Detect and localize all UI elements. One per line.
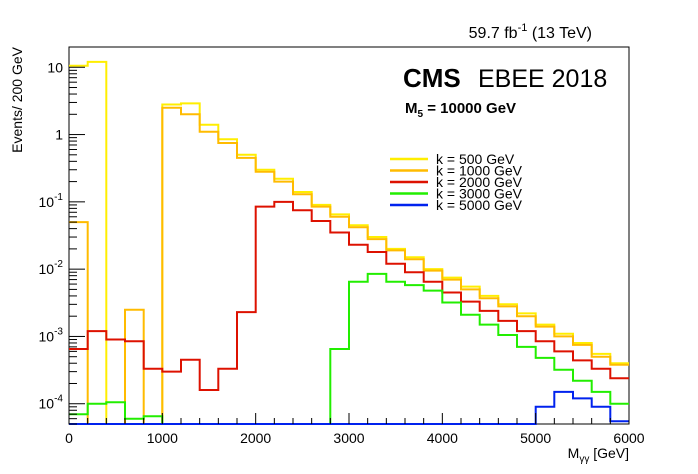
luminosity-label: 59.7 fb-1 (13 TeV): [469, 22, 592, 42]
y-tick-label: 10-1: [39, 192, 64, 210]
series-k-1000-gev: [69, 106, 629, 425]
series-k-5000-gev: [69, 390, 629, 425]
experiment-label: CMS: [403, 63, 461, 93]
y-tick-label: 10-2: [39, 259, 64, 277]
x-axis-title: Mγγ [GeV]: [568, 445, 629, 465]
x-tick-label: 5000: [520, 430, 551, 446]
x-tick-label: 4000: [427, 430, 458, 446]
x-tick-label: 3000: [333, 430, 364, 446]
legend-label-k-1000-gev: k = 1000 GeV: [436, 163, 523, 179]
y-tick-label: 10: [47, 59, 63, 75]
x-tick-label: 1000: [147, 430, 178, 446]
parameter-label: M5 = 10000 GeV: [405, 100, 516, 120]
category-label: EBEE 2018: [478, 65, 607, 93]
y-tick-label: 10-4: [39, 394, 64, 412]
series-k-3000-gev: [69, 272, 629, 425]
y-tick-label: 10-3: [39, 326, 64, 344]
legend-label-k-2000-gev: k = 2000 GeV: [436, 174, 523, 190]
series-layer: [69, 60, 629, 425]
y-tick-label: 1: [55, 127, 63, 143]
x-tick-label: 2000: [240, 430, 271, 446]
axes: 0 1000 2000 3000 4000 5000 6000 10 1 10-1 10-2 10-3…: [39, 46, 645, 446]
x-tick-label: 6000: [613, 430, 644, 446]
series-k-2000-gev: [69, 200, 629, 391]
x-tick-label: 0: [65, 430, 73, 446]
legend-label-k-3000-gev: k = 3000 GeV: [436, 186, 523, 202]
legend-label-k-500-gev: k = 500 GeV: [436, 151, 515, 167]
legend-label-k-5000-gev: k = 5000 GeV: [436, 197, 523, 213]
y-axis-title: Events/ 200 GeV: [9, 46, 25, 153]
